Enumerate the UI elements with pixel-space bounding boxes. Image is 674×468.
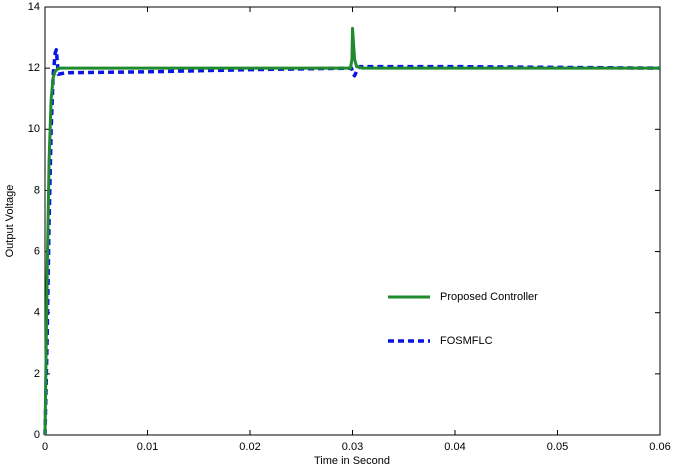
- y-tick-label: 10: [28, 123, 40, 135]
- y-tick-label: 6: [34, 245, 40, 257]
- y-tick-label: 4: [34, 307, 40, 319]
- x-tick-label: 0.04: [444, 441, 465, 453]
- x-tick-label: 0: [42, 441, 48, 453]
- x-tick-label: 0.01: [137, 441, 158, 453]
- plot-frame: [44, 6, 661, 436]
- x-tick-label: 0.02: [239, 441, 260, 453]
- x-tick-label: 0.06: [649, 441, 670, 453]
- x-tick-label: 0.03: [342, 441, 363, 453]
- x-axis-label: Time in Second: [314, 455, 390, 467]
- y-tick-label: 12: [28, 62, 40, 74]
- legend-label: Proposed Controller: [440, 291, 538, 303]
- y-tick-label: 14: [28, 1, 40, 13]
- legend-label: FOSMFLC: [440, 335, 493, 347]
- x-tick-label: 0.05: [547, 441, 568, 453]
- y-tick-label: 0: [34, 429, 40, 441]
- series-line: [43, 26, 660, 436]
- y-tick-label: 2: [34, 368, 40, 380]
- y-axis-label: Output Voltage: [4, 185, 16, 258]
- y-tick-label: 8: [34, 184, 40, 196]
